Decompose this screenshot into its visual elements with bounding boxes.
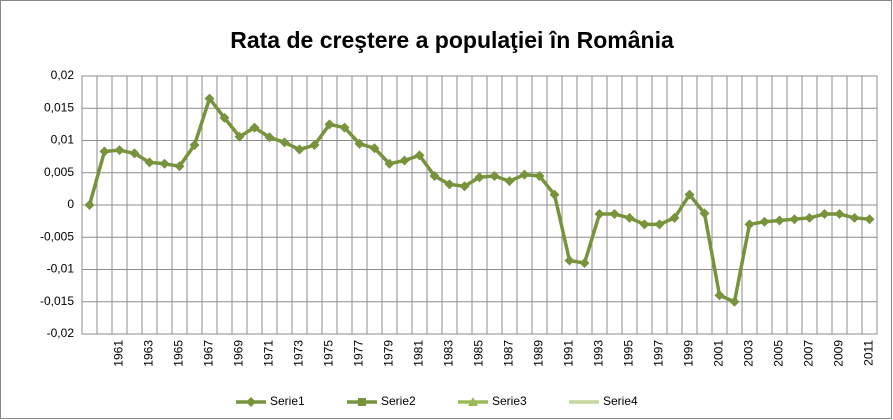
marker	[264, 132, 275, 143]
marker	[804, 212, 815, 223]
marker	[654, 219, 665, 230]
x-tick-label: 1983	[442, 340, 456, 367]
marker	[864, 214, 875, 225]
x-tick-label: 1977	[352, 340, 366, 367]
x-tick-label: 2009	[832, 340, 846, 367]
marker	[84, 200, 95, 210]
marker	[579, 258, 590, 269]
marker	[189, 140, 200, 151]
x-tick-label: 1971	[262, 340, 276, 367]
y-tick-label: 0,01	[51, 133, 75, 147]
y-tick-label: 0,02	[51, 68, 75, 82]
marker	[444, 179, 455, 190]
x-tick-label: 1989	[532, 340, 546, 367]
marker	[358, 398, 366, 406]
x-tick-label: 1979	[382, 340, 396, 367]
marker	[669, 212, 680, 223]
marker	[324, 119, 335, 130]
legend-label: Serie2	[381, 394, 416, 408]
y-tick-label: -0,015	[40, 294, 74, 308]
x-tick-label: 1973	[292, 340, 306, 367]
x-tick-label: 1991	[562, 340, 576, 367]
marker	[834, 209, 845, 220]
marker	[99, 146, 110, 157]
marker	[789, 214, 800, 225]
y-tick-label: 0,015	[44, 100, 74, 114]
marker	[714, 290, 725, 301]
x-tick-label: 1965	[172, 340, 186, 367]
plot-border	[81, 75, 878, 335]
marker	[339, 122, 350, 133]
marker	[384, 158, 395, 169]
x-tick-label: 1961	[112, 340, 126, 367]
x-tick-label: 1981	[412, 340, 426, 367]
marker	[279, 137, 290, 148]
marker	[414, 150, 425, 161]
marker	[459, 181, 470, 192]
x-tick-label: 2001	[712, 340, 726, 367]
x-tick-label: 2011	[862, 340, 876, 366]
x-tick-label: 1997	[652, 340, 666, 367]
x-tick-label: 1963	[142, 340, 156, 367]
y-tick-label: -0,01	[47, 262, 75, 276]
marker	[204, 93, 215, 104]
marker	[504, 176, 515, 187]
marker	[729, 296, 740, 307]
marker	[774, 215, 785, 226]
marker	[474, 172, 485, 183]
marker	[354, 138, 365, 149]
marker	[744, 219, 755, 230]
marker	[429, 170, 440, 181]
marker	[699, 208, 710, 219]
marker	[369, 143, 380, 154]
marker	[564, 255, 575, 266]
y-tick-label: 0	[67, 197, 74, 211]
legend-label: Serie1	[270, 394, 305, 408]
x-tick-label: 2003	[742, 340, 756, 367]
x-tick-label: 1969	[232, 340, 246, 367]
marker	[468, 397, 478, 406]
marker	[759, 216, 770, 227]
marker	[114, 145, 125, 156]
marker	[549, 189, 560, 200]
marker	[534, 170, 545, 181]
marker	[249, 122, 260, 133]
marker	[234, 131, 245, 142]
marker	[159, 158, 170, 169]
marker	[129, 148, 140, 159]
marker	[639, 219, 650, 230]
marker	[219, 112, 230, 123]
x-tick-label: 1967	[202, 340, 216, 367]
x-tick-label: 1985	[472, 340, 486, 367]
marker	[684, 189, 695, 200]
legend-label: Serie3	[492, 394, 527, 408]
marker	[309, 140, 320, 151]
legend-label: Serie4	[603, 394, 638, 408]
marker	[399, 155, 410, 166]
marker	[594, 209, 605, 220]
marker	[849, 212, 860, 223]
marker	[294, 144, 305, 155]
x-tick-label: 1975	[322, 340, 336, 367]
marker	[144, 157, 155, 168]
x-tick-label: 1987	[502, 340, 516, 367]
marker	[174, 161, 185, 172]
y-tick-label: -0,005	[40, 229, 74, 243]
marker	[246, 397, 256, 407]
chart-title: Rata de creştere a populaţiei în România	[230, 27, 674, 53]
marker	[489, 170, 500, 181]
y-tick-label: 0,005	[44, 165, 74, 179]
marker	[624, 212, 635, 223]
x-tick-label: 2005	[772, 340, 786, 367]
marker	[609, 209, 620, 220]
marker	[519, 169, 530, 180]
x-tick-label: 1999	[682, 340, 696, 367]
x-tick-label: 2007	[802, 340, 816, 367]
x-tick-label: 1995	[622, 340, 636, 367]
y-tick-label: -0,02	[47, 326, 75, 340]
x-tick-label: 1993	[592, 340, 606, 367]
marker	[819, 209, 830, 220]
